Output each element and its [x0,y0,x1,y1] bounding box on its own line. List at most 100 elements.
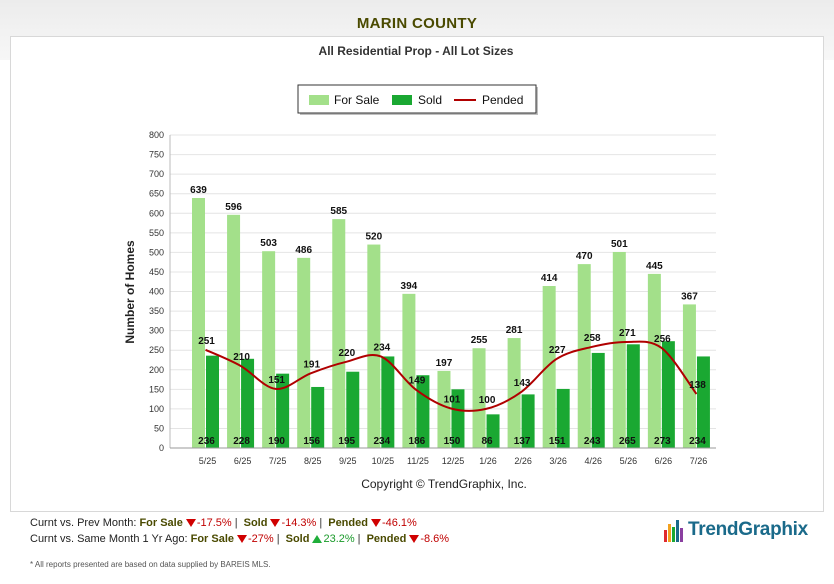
bar-sold [591,352,605,448]
bar-sold [276,373,290,448]
footer-prev-month: Curnt vs. Prev Month: For Sale -17.5% | So… [30,517,417,529]
bar-for-sale [472,348,486,448]
data-label-sold: 137 [514,436,531,447]
page-title: MARIN COUNTY [356,15,478,32]
metric-change: -27% [248,533,274,545]
axis-layer: 0 50 100 150 200 250 300 350 400 450 500 550 600 650 7… [149,130,716,466]
bar-for-sale [437,370,451,448]
data-label-pended: 151 [268,375,285,386]
disclaimer: * All reports presented are based on dat… [30,560,271,569]
bar-for-sale [577,264,591,448]
data-label-pended: 149 [409,376,426,387]
y-tick-label: 750 [149,150,164,160]
metric-name: Sold [240,517,268,529]
bar-for-sale [612,251,626,448]
y-tick-label: 400 [149,287,164,297]
y-tick-label: 300 [149,326,164,336]
arrow-down-icon [185,519,196,528]
metric-name: Pended [363,533,407,545]
bar-for-sale [192,197,205,448]
footer-year-ago-label: Curnt vs. Same Month 1 Yr Ago: [30,533,188,545]
legend-label-pended: Pended [482,93,523,107]
data-label-sold: 195 [338,436,355,447]
x-tick-label: 9/25 [339,456,357,466]
bar-sold [241,358,255,448]
data-label-for-sale: 501 [611,239,628,250]
x-tick-label: 4/26 [585,456,603,466]
data-label-sold: 151 [549,436,566,447]
legend: For Sale Sold Pended [297,84,538,115]
separator: | [276,533,280,545]
metric-name: Pended [325,517,368,529]
bar-sold [311,386,325,448]
metric-change: -46.1% [381,517,417,529]
metric-name: Sold [282,533,310,545]
legend-swatch-sold [392,95,412,105]
data-label-for-sale: 486 [295,245,312,256]
data-label-for-sale: 414 [541,273,558,284]
data-label-sold: 236 [198,436,215,447]
legend-label-sold: Sold [418,93,442,107]
y-tick-label: 550 [149,228,164,238]
data-label-for-sale: 520 [365,232,382,243]
data-label-pended: 227 [549,345,566,356]
line-layer [205,340,698,412]
arrow-down-icon [370,519,381,528]
x-tick-label: 12/25 [442,456,465,466]
data-label-sold: 186 [409,436,426,447]
bar-sold [206,355,219,448]
data-label-sold: 228 [233,436,250,447]
data-label-sold: 243 [584,436,601,447]
bar-for-sale [542,286,556,448]
y-tick-label: 700 [149,169,164,179]
chart: 639 236 251 596 228 210 503 190 151 486 156 191 585 1… [123,84,716,491]
data-label-for-sale: 503 [260,238,277,249]
data-label-pended: 256 [654,334,671,345]
y-tick-label: 200 [149,365,164,375]
legend-swatch-for-sale [309,95,329,105]
metric-change: -14.3% [281,517,317,529]
bar-sold [486,414,500,448]
x-tick-label: 5/25 [199,456,217,466]
copyright-text: Copyright © TrendGraphix, Inc. [361,477,527,491]
y-tick-label: 250 [149,345,164,355]
data-label-for-sale: 367 [681,291,698,302]
data-label-sold: 234 [373,436,390,447]
footer-prev-month-label: Curnt vs. Prev Month: [30,517,137,529]
trendgraphix-logo: TrendGraphix [664,516,808,544]
legend-box [297,84,537,114]
metric-change: -8.6% [420,533,450,545]
chart-title: All Residential Prop - All Lot Sizes [318,44,514,58]
metric-name: For Sale [139,517,183,529]
data-label-for-sale: 281 [506,325,523,336]
bar-sold [451,389,465,448]
legend-label-for-sale: For Sale [334,93,380,107]
data-label-sold: 156 [303,436,320,447]
data-label-sold: 86 [481,436,493,447]
x-tick-label: 7/25 [269,456,287,466]
data-label-pended: 234 [374,342,391,353]
y-axis-label: Number of Homes [123,240,137,344]
data-label-pended: 143 [514,378,531,389]
metric-name: For Sale [190,533,235,545]
bar-sold [661,341,675,448]
x-tick-label: 6/25 [234,456,252,466]
labels-layer: 639 236 251 596 228 210 503 190 151 486 156 191 585 1… [190,185,706,447]
data-label-sold: 190 [268,436,285,447]
bar-for-sale [297,257,311,448]
y-tick-label: 100 [149,404,164,414]
data-label-sold: 273 [654,436,671,447]
data-label-for-sale: 470 [576,251,593,262]
x-tick-label: 3/26 [549,456,567,466]
bar-for-sale [647,273,661,448]
data-label-for-sale: 585 [330,206,347,217]
data-label-sold: 150 [444,436,461,447]
arrow-down-icon [409,535,420,544]
data-label-for-sale: 394 [401,281,418,292]
bar-sold [521,394,535,448]
data-label-pended: 251 [198,336,215,347]
y-tick-label: 500 [149,247,164,257]
metric-change: 23.2% [323,533,355,545]
data-label-pended: 138 [689,380,706,391]
y-tick-label: 600 [149,208,164,218]
